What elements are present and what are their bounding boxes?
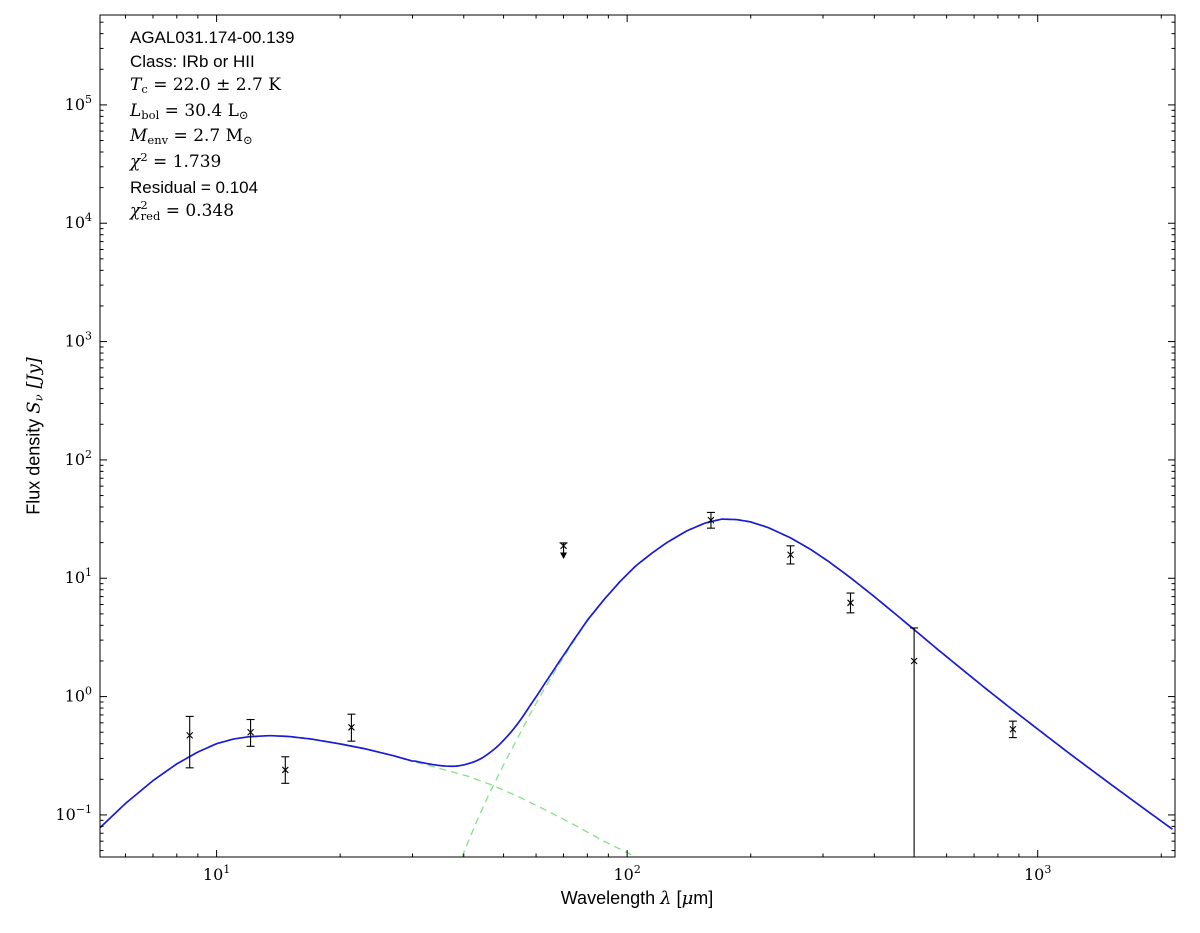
tick-label: 103 [1024,863,1051,884]
label-segment: AGAL031.174-00.139 [130,28,295,47]
x-marker-icon [1009,725,1017,733]
x-axis-label: Wavelength λ [μm] [561,888,714,909]
cold-component-curve [461,518,1173,857]
label-segment: env [147,133,169,148]
tick-label: 103 [65,330,92,351]
label-segment: 2 [140,198,148,213]
axis-ticks [100,15,1175,857]
label-segment: = 22.0 ± 2.7 K [147,75,281,96]
y-axis-label: Flux density Sν [Jy] [23,357,46,515]
label-segment: = 30.4 L [159,100,239,121]
plot-area [100,518,1173,857]
label-segment: = 2.7 M [168,126,244,147]
label-segment: = 1.739 [147,151,222,172]
annotation-chi2: χ2 = 1.739 [130,150,294,176]
data-point [706,511,715,529]
label-segment: M [130,126,148,147]
label-segment: ν [31,394,46,402]
data-point [347,713,356,742]
label-segment: m] [693,888,714,908]
x-marker-icon [787,551,794,559]
data-point [559,542,568,559]
annotation-block: AGAL031.174-00.139 Class: IRb or HII Tc … [130,26,294,225]
annotation-class: Class: IRb or HII [130,50,294,74]
tick-label: 102 [613,863,640,884]
annotation-residual: Residual = 0.104 [130,176,294,200]
label-segment: μ [681,888,694,909]
label-segment: red [140,209,161,224]
x-marker-icon [560,542,567,550]
data-point [846,592,855,614]
x-marker-icon [247,728,254,736]
annotation-source-name: AGAL031.174-00.139 [130,26,294,50]
label-segment: ⊙ [238,107,249,122]
photometry-points [185,511,1017,854]
data-point [1008,720,1017,739]
label-segment: Wavelength [560,888,661,908]
label-segment: L [130,100,142,121]
label-segment: c [141,82,148,97]
label-segment: 2 [140,149,148,164]
label-segment: T [130,75,142,96]
data-point [246,718,255,747]
annotation-chi2red: χ2red = 0.348 [130,198,294,225]
total-model-curve [100,518,1173,830]
annotation-temperature: Tc = 22.0 ± 2.7 K [130,73,294,99]
x-marker-icon [910,657,918,665]
tick-label: 102 [65,448,92,469]
x-marker-icon [847,599,854,607]
label-segment: χ [130,201,141,222]
label-segment: λ [660,888,672,909]
x-marker-icon [348,723,355,731]
data-point [910,627,919,854]
annotation-mass: Menv = 2.7 M⊙ [130,124,294,150]
x-marker-icon [707,516,715,524]
tick-label: 10−1 [55,803,92,824]
label-segment: S [23,401,45,414]
tick-labels: 101 102 103 10−1 100 101 102 103 104 105 [55,93,1051,884]
plot-frame [99,14,1176,858]
tick-label: 105 [65,93,92,114]
tick-label: 104 [65,211,92,232]
label-segment: [Jy] [23,357,45,395]
label-segment: bol [141,107,160,122]
tick-label: 101 [203,863,230,884]
label-segment: ⊙ [243,133,253,148]
tick-label: 101 [65,566,92,587]
label-segment: Flux density [23,413,44,515]
label-segment: = 0.348 [160,201,235,222]
tick-label: 100 [65,685,92,706]
x-marker-icon [281,766,289,774]
x-marker-icon [186,732,194,739]
data-point [786,545,795,565]
label-segment: Residual = 0.104 [130,177,259,197]
data-point [281,756,290,784]
data-point [185,715,194,769]
upper-limit-arrow-icon [560,552,568,559]
label-segment: χ [130,151,141,172]
label-segment: [ [671,888,682,908]
annotation-luminosity: Lbol = 30.4 L⊙ [130,99,294,125]
label-segment: Class: IRb or HII [130,51,255,71]
